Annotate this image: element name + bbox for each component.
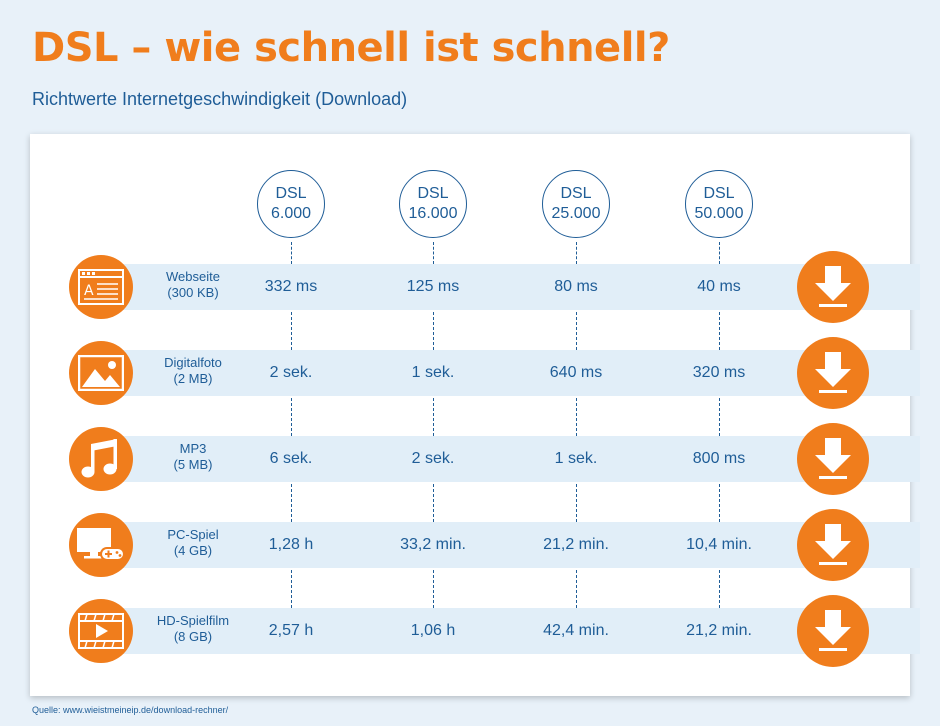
column-header-line2: 16.000 xyxy=(408,205,458,222)
game-controller-icon xyxy=(77,528,125,561)
column-connector xyxy=(433,242,434,264)
category-icon-circle: A xyxy=(69,255,133,319)
column-connector xyxy=(291,242,292,264)
cell-value: 1,06 h xyxy=(410,622,456,639)
row-label: Digitalfoto (2 MB) xyxy=(138,355,248,387)
row-label-name: HD-Spielfilm xyxy=(156,613,230,628)
download-arrow-icon xyxy=(815,524,851,565)
column-header-line2: 6.000 xyxy=(270,205,312,222)
category-icon-circle xyxy=(69,513,133,577)
cell-value: 10,4 min. xyxy=(686,536,752,553)
row-label-size: (4 GB) xyxy=(173,543,213,558)
table-row xyxy=(90,436,920,482)
cell-value: 33,2 min. xyxy=(400,536,466,553)
row-label-size: (2 MB) xyxy=(173,371,213,386)
film-icon xyxy=(78,613,124,649)
column-connector xyxy=(576,242,577,264)
column-header-line1: DSL xyxy=(703,185,735,202)
webpage-icon: A xyxy=(78,269,124,305)
category-icon-circle xyxy=(69,341,133,405)
table-row xyxy=(90,608,920,654)
table-row xyxy=(90,264,920,310)
column-connector xyxy=(433,398,434,436)
cell-value: 320 ms xyxy=(692,364,746,381)
column-header-line2: 50.000 xyxy=(694,205,744,222)
column-connector xyxy=(719,312,720,350)
row-label-size: (5 MB) xyxy=(173,457,213,472)
column-connector xyxy=(433,312,434,350)
row-label: PC-Spiel (4 GB) xyxy=(138,527,248,559)
column-connector xyxy=(719,484,720,522)
page-subtitle: Richtwerte Internetgeschwindigkeit (Down… xyxy=(32,89,408,109)
column-connector xyxy=(291,484,292,522)
row-label-name: MP3 xyxy=(179,441,207,456)
download-arrow-icon xyxy=(815,610,851,651)
cell-value: 1 sek. xyxy=(411,364,455,381)
column-connector xyxy=(291,398,292,436)
column-header-line1: DSL xyxy=(417,185,449,202)
cell-value: 42,4 min. xyxy=(543,622,609,639)
row-label: MP3 (5 MB) xyxy=(138,441,248,473)
column-connector xyxy=(719,570,720,608)
column-connector xyxy=(433,570,434,608)
column-connector xyxy=(719,242,720,264)
cell-value: 640 ms xyxy=(549,364,603,381)
column-connector xyxy=(576,570,577,608)
column-connector xyxy=(433,484,434,522)
download-arrow-icon xyxy=(815,438,851,479)
row-label-name: Digitalfoto xyxy=(164,355,222,370)
row-label-size: (300 KB) xyxy=(167,285,219,300)
cell-value: 125 ms xyxy=(406,278,460,295)
column-connector xyxy=(291,570,292,608)
svg-text:A: A xyxy=(84,283,94,299)
download-arrow-circle xyxy=(797,509,869,581)
row-label: Webseite (300 KB) xyxy=(138,269,248,301)
cell-value: 21,2 min. xyxy=(543,536,609,553)
column-connector xyxy=(576,312,577,350)
download-arrow-circle xyxy=(797,595,869,667)
cell-value: 6 sek. xyxy=(269,450,313,467)
download-arrow-icon xyxy=(815,352,851,393)
page-title: DSL – wie schnell ist schnell? xyxy=(32,25,670,71)
music-note-icon xyxy=(81,439,117,478)
column-header-dsl-50000: DSL 50.000 xyxy=(685,170,753,238)
cell-value: 40 ms xyxy=(697,278,741,295)
cell-value: 21,2 min. xyxy=(686,622,752,639)
cell-value: 2,57 h xyxy=(268,622,314,639)
cell-value: 2 sek. xyxy=(411,450,455,467)
column-header-dsl-6000: DSL 6.000 xyxy=(257,170,325,238)
download-arrow-icon xyxy=(815,266,851,307)
row-label-size: (8 GB) xyxy=(173,629,213,644)
cell-value: 800 ms xyxy=(692,450,746,467)
download-arrow-circle xyxy=(797,251,869,323)
row-label-name: PC-Spiel xyxy=(167,527,219,542)
column-header-dsl-16000: DSL 16.000 xyxy=(399,170,467,238)
column-connector xyxy=(719,398,720,436)
row-label: HD-Spielfilm (8 GB) xyxy=(138,613,248,645)
column-connector xyxy=(576,398,577,436)
cell-value: 1 sek. xyxy=(554,450,598,467)
table-row xyxy=(90,522,920,568)
source-note: Quelle: www.wieistmeineip.de/download-re… xyxy=(32,705,229,715)
cell-value: 80 ms xyxy=(554,278,598,295)
download-arrow-circle xyxy=(797,423,869,495)
row-label-name: Webseite xyxy=(166,269,220,284)
download-arrow-circle xyxy=(797,337,869,409)
table-row xyxy=(90,350,920,396)
column-header-line2: 25.000 xyxy=(551,205,601,222)
column-connector xyxy=(576,484,577,522)
category-icon-circle xyxy=(69,599,133,663)
speed-table-card: DSL 6.000 DSL 16.000 DSL 25.000 DSL 50.0… xyxy=(30,134,920,696)
column-header-line1: DSL xyxy=(275,185,307,202)
cell-value: 1,28 h xyxy=(268,536,314,553)
cell-value: 2 sek. xyxy=(269,364,313,381)
category-icon-circle xyxy=(69,427,133,491)
image-icon xyxy=(78,355,124,391)
column-header-dsl-25000: DSL 25.000 xyxy=(542,170,610,238)
column-connector xyxy=(291,312,292,350)
cell-value: 332 ms xyxy=(264,278,318,295)
column-header-line1: DSL xyxy=(560,185,592,202)
